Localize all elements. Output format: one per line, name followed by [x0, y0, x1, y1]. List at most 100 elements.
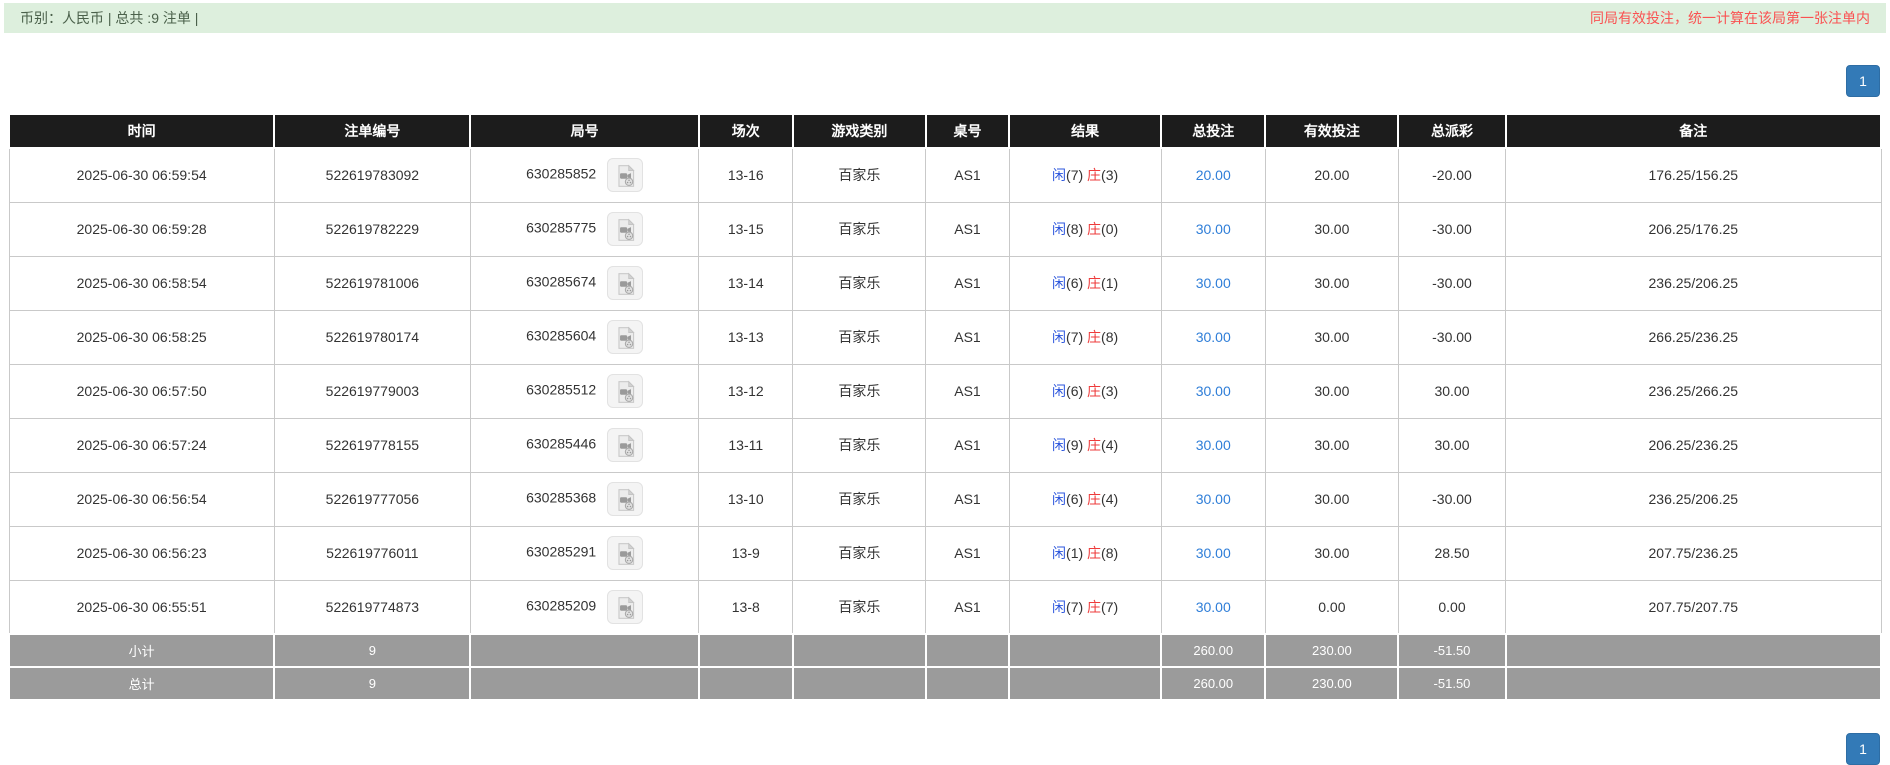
- cell-round-id: 630285446: [469, 417, 700, 473]
- cell-time: 2025-06-30 06:58:25: [8, 309, 275, 365]
- player-result-score: (6): [1066, 491, 1088, 507]
- player-result-label: 闲: [1052, 491, 1067, 507]
- cell-table-no: AS1: [925, 363, 1010, 419]
- cell-payout: -30.00: [1397, 309, 1507, 365]
- cell-table-no: AS1: [925, 201, 1010, 257]
- video-icon[interactable]: [607, 536, 644, 570]
- player-result-label: 闲: [1052, 329, 1067, 345]
- video-icon[interactable]: [607, 212, 644, 246]
- video-icon[interactable]: [607, 428, 644, 462]
- cell-session: 13-8: [698, 579, 794, 635]
- banker-result-label: 庄: [1087, 383, 1102, 399]
- video-icon[interactable]: [607, 589, 644, 624]
- subtotal-remark-empty: [1504, 633, 1883, 668]
- banker-result-score: (8): [1101, 545, 1119, 561]
- cell-total-bet: 30.00: [1160, 309, 1266, 365]
- bet-records-table: 时间 注单编号 局号 场次 游戏类别 桌号 结果 总投注 有效投注 总派彩 备注 2025-06-3…: [7, 113, 1883, 701]
- video-icon[interactable]: [607, 266, 644, 300]
- pagination-page-button-bottom[interactable]: 1: [1846, 733, 1880, 765]
- video-icon[interactable]: [607, 374, 644, 408]
- total-bet-link[interactable]: 30.00: [1195, 437, 1231, 453]
- video-icon[interactable]: [607, 482, 644, 516]
- table-row: 2025-06-30 06:59:28 522619782229 630285775…: [8, 201, 1882, 257]
- col-header-game-type: 游戏类别: [791, 113, 927, 149]
- cell-valid-bet: 30.00: [1264, 201, 1399, 257]
- cell-bet-id: 522619782229: [273, 201, 471, 257]
- cell-time: 2025-06-30 06:58:54: [8, 255, 275, 311]
- cell-remark: 206.25/176.25: [1505, 201, 1882, 257]
- cell-remark: 207.75/207.75: [1505, 579, 1882, 635]
- cell-session: 13-10: [698, 471, 794, 527]
- table-row: 2025-06-30 06:59:54 522619783092 630285852…: [8, 147, 1882, 203]
- grand-total-session-empty: [697, 666, 794, 701]
- cell-payout: 30.00: [1397, 363, 1507, 419]
- round-id-text: 630285512: [526, 381, 597, 398]
- total-bet-link[interactable]: 20.00: [1195, 167, 1231, 184]
- total-bet-link[interactable]: 30.00: [1195, 221, 1231, 237]
- cell-result: 闲(9) 庄(4): [1008, 417, 1162, 473]
- cell-total-bet: 30.00: [1160, 525, 1266, 581]
- total-bet-link[interactable]: 30.00: [1195, 491, 1231, 507]
- player-result-score: (7): [1066, 598, 1088, 615]
- cell-round-id: 630285291: [469, 525, 700, 581]
- cell-result: 闲(8) 庄(0): [1008, 201, 1162, 257]
- player-result-label: 闲: [1052, 437, 1067, 453]
- pagination-page-button-top[interactable]: 1: [1846, 65, 1880, 97]
- table-row: 2025-06-30 06:56:23 522619776011 630285291…: [8, 525, 1882, 581]
- subtotal-payout: -51.50: [1397, 633, 1507, 668]
- total-bet-link[interactable]: 30.00: [1195, 275, 1231, 291]
- cell-time: 2025-06-30 06:59:28: [8, 201, 275, 257]
- cell-bet-id: 522619781006: [273, 255, 471, 311]
- grand-total-label: 总计: [7, 666, 276, 701]
- subtotal-total-bet: 260.00: [1160, 633, 1267, 668]
- player-result-label: 闲: [1052, 221, 1067, 237]
- video-icon[interactable]: [607, 320, 644, 354]
- banker-result-score: (3): [1101, 383, 1119, 399]
- cell-bet-id: 522619776011: [273, 525, 471, 581]
- player-result-score: (7): [1066, 329, 1088, 345]
- cell-session: 13-13: [698, 309, 794, 365]
- total-bet-link[interactable]: 30.00: [1195, 598, 1231, 615]
- col-header-valid-bet: 有效投注: [1264, 113, 1400, 149]
- cell-payout: 0.00: [1397, 579, 1507, 635]
- cell-game-type: 百家乐: [792, 255, 927, 311]
- cell-game-type: 百家乐: [792, 417, 927, 473]
- cell-remark: 236.25/206.25: [1505, 471, 1882, 527]
- cell-valid-bet: 30.00: [1264, 525, 1399, 581]
- banker-result-label: 庄: [1087, 545, 1102, 561]
- cell-round-id: 630285852: [469, 147, 700, 203]
- table-row: 2025-06-30 06:57:24 522619778155 630285446…: [8, 417, 1882, 473]
- cell-total-bet: 30.00: [1160, 363, 1266, 419]
- cell-valid-bet: 30.00: [1264, 255, 1399, 311]
- total-bet-link[interactable]: 30.00: [1195, 545, 1231, 561]
- grand-total-remark-empty: [1504, 666, 1883, 701]
- cell-game-type: 百家乐: [792, 579, 927, 635]
- total-bet-link[interactable]: 30.00: [1195, 383, 1231, 399]
- total-bet-link[interactable]: 30.00: [1195, 329, 1231, 345]
- cell-round-id: 630285368: [469, 471, 700, 527]
- cell-time: 2025-06-30 06:59:54: [8, 147, 275, 203]
- cell-table-no: AS1: [925, 417, 1010, 473]
- col-header-session: 场次: [697, 113, 794, 149]
- player-result-label: 闲: [1052, 598, 1067, 615]
- cell-time: 2025-06-30 06:57:24: [8, 417, 275, 473]
- table-row: 2025-06-30 06:56:54 522619777056 630285368…: [8, 471, 1882, 527]
- cell-remark: 176.25/156.25: [1505, 147, 1882, 203]
- col-header-bet-id: 注单编号: [273, 113, 472, 149]
- cell-payout: -20.00: [1397, 147, 1507, 203]
- round-id-text: 630285674: [526, 273, 597, 290]
- round-id-text: 630285446: [526, 435, 597, 452]
- video-icon[interactable]: [607, 158, 644, 193]
- cell-round-id: 630285604: [469, 309, 700, 365]
- cell-session: 13-11: [698, 417, 794, 473]
- cell-table-no: AS1: [925, 579, 1010, 635]
- player-result-score: (8): [1066, 221, 1088, 237]
- banker-result-label: 庄: [1087, 598, 1102, 615]
- cell-valid-bet: 30.00: [1264, 471, 1399, 527]
- cell-table-no: AS1: [925, 471, 1010, 527]
- cell-session: 13-14: [698, 255, 794, 311]
- subtotal-game-type-empty: [791, 633, 927, 668]
- subtotal-session-empty: [697, 633, 794, 668]
- cell-valid-bet: 0.00: [1264, 579, 1399, 635]
- cell-game-type: 百家乐: [792, 471, 927, 527]
